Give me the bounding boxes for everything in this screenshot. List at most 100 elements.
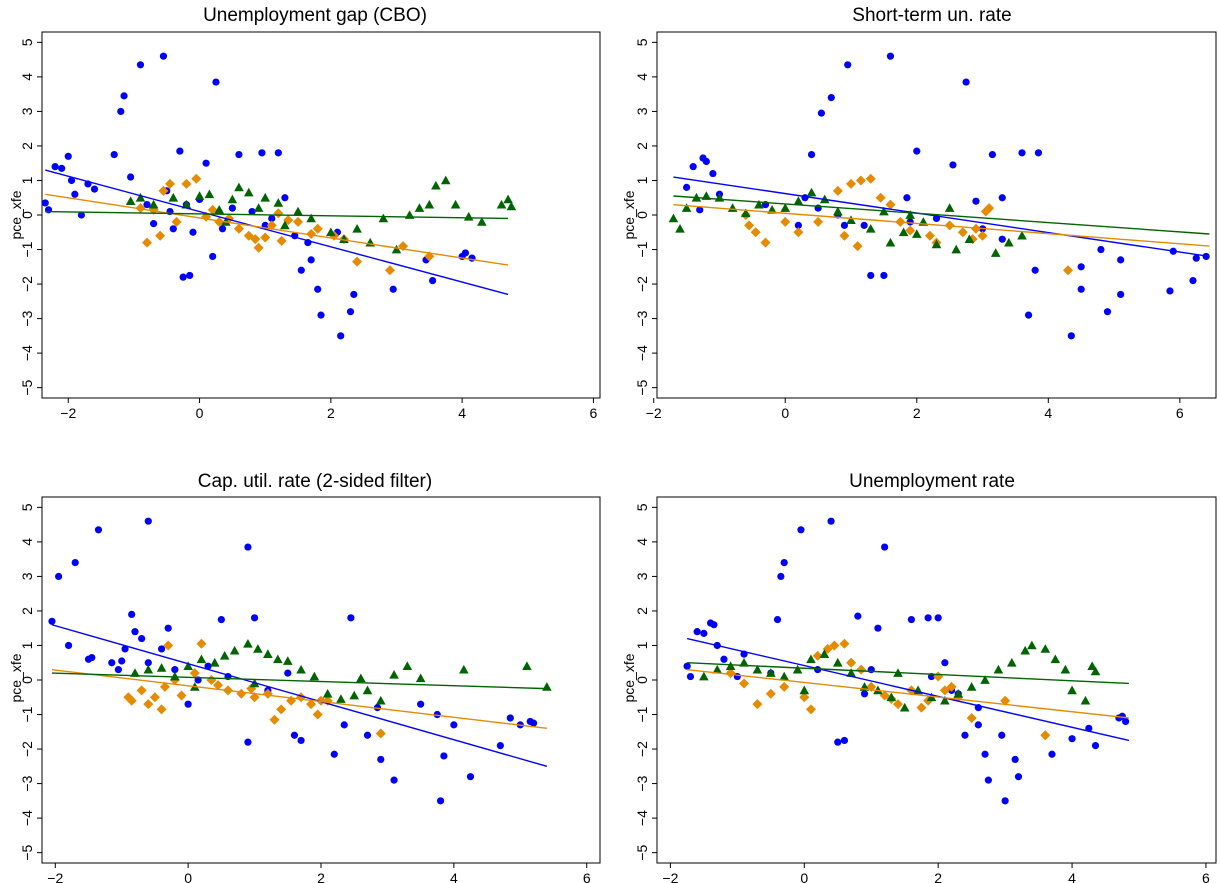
data-point-circle [834, 738, 842, 746]
data-point-circle [934, 614, 942, 622]
data-point-triangle [990, 248, 1001, 257]
data-point-triangle [1080, 695, 1091, 705]
y-tick-label: 2 [19, 607, 35, 615]
data-point-triangle [414, 203, 425, 212]
data-point-triangle [681, 203, 692, 212]
data-point-circle [377, 755, 385, 764]
data-point-circle [496, 742, 504, 750]
data-point-circle [218, 225, 227, 233]
data-point-circle [693, 628, 701, 636]
data-point-diamond [977, 230, 988, 241]
data-point-diamond [176, 690, 187, 701]
data-point-diamond [957, 227, 968, 238]
y-tick-label: −5 [19, 379, 35, 395]
data-point-circle [906, 218, 914, 226]
data-point-triangle [402, 661, 413, 671]
data-point-circle [258, 149, 266, 157]
data-point-triangle [356, 673, 366, 683]
data-point-diamond [739, 678, 750, 689]
data-point-circle [720, 655, 728, 663]
y-tick-label: −4 [19, 345, 35, 361]
data-point-circle [347, 614, 355, 622]
data-point-triangle [931, 239, 942, 249]
data-point-circle [363, 731, 372, 739]
y-tick-label: −3 [634, 775, 650, 791]
y-tick-label: −2 [19, 741, 35, 757]
data-point-circle [136, 61, 145, 69]
data-point-triangle [1090, 666, 1101, 676]
data-point-triangle [273, 654, 283, 664]
data-point-circle [506, 714, 514, 722]
data-point-diamond [793, 227, 804, 238]
data-point-circle [867, 271, 875, 280]
data-point-triangle [391, 244, 402, 254]
plot-area: −2 0 2 4 6 −5 −4 −3 −2 −1 0 1 2 3 4 5 [19, 31, 601, 421]
data-point-circle [998, 194, 1006, 202]
data-point-triangle [209, 657, 220, 667]
data-point-triangle [168, 192, 179, 202]
data-point-circle [777, 572, 785, 581]
data-point-triangle [833, 206, 843, 216]
y-tick-label: 0 [634, 211, 650, 219]
data-point-circle [840, 736, 849, 745]
data-point-triangle [779, 671, 789, 681]
data-point-diamond [249, 692, 260, 703]
data-point-circle [860, 690, 869, 698]
data-point-triangle [459, 664, 469, 674]
scatter-panel-short-term-un-rate: Short-term un. rate pce_xfe −2 0 2 4 6 −5 −4 −3… [621, 5, 1217, 421]
fit-line [51, 624, 548, 767]
data-point-circle [337, 332, 345, 340]
fit-line [51, 668, 547, 730]
data-point-circle [981, 750, 989, 758]
data-point-triangle [739, 657, 749, 667]
data-point-triangle [1067, 685, 1077, 695]
data-point-circle [1077, 263, 1085, 271]
data-point-circle [689, 163, 697, 171]
data-point-circle [228, 204, 236, 212]
data-point-diamond [750, 227, 761, 238]
panel-title: Short-term un. rate [852, 5, 1011, 26]
y-axis-label: pce_xfe [621, 653, 637, 702]
data-point-circle [529, 719, 538, 727]
y-tick-label: 4 [19, 73, 35, 81]
data-point-triangle [263, 649, 273, 658]
data-point-circle [274, 149, 282, 157]
data-point-diamond [213, 680, 224, 691]
data-point-circle [807, 150, 816, 159]
data-point-diamond [262, 688, 273, 699]
data-point-diamond [316, 695, 326, 706]
x-tick-label: 0 [184, 870, 192, 883]
data-point-triangle [675, 224, 685, 233]
data-point-circle [41, 199, 49, 207]
data-point-triangle [886, 692, 897, 702]
data-point-circle [1011, 755, 1019, 764]
data-point-circle [1117, 256, 1125, 264]
data-point-circle [733, 672, 741, 681]
data-point-circle [186, 271, 194, 280]
panel-title: Unemployment gap (CBO) [203, 5, 427, 26]
y-tick-label: −1 [19, 706, 35, 722]
data-point-triangle [506, 201, 517, 211]
x-tick-label: 0 [781, 405, 789, 421]
y-tick-label: −4 [19, 810, 35, 826]
y-tick-label: 5 [19, 503, 35, 511]
x-tick-label: −2 [47, 870, 63, 883]
data-point-circle [949, 161, 957, 169]
data-point-circle [176, 147, 184, 155]
data-point-circle [204, 662, 212, 670]
data-point-diamond [813, 216, 824, 227]
data-point-diamond [142, 237, 153, 248]
data-point-circle [974, 721, 982, 729]
y-tick-label: −4 [634, 345, 650, 361]
data-point-triangle [542, 682, 552, 691]
data-point-circle [780, 559, 788, 567]
data-point-diamond [352, 256, 363, 267]
y-tick-label: 3 [634, 107, 650, 115]
data-point-diamond [946, 681, 957, 692]
data-point-circle [77, 211, 85, 219]
data-point-diamond [1040, 730, 1051, 741]
data-point-triangle [1087, 661, 1097, 671]
data-point-circle [700, 629, 708, 637]
y-tick-label: 3 [19, 107, 35, 115]
data-point-diamond [966, 712, 977, 723]
